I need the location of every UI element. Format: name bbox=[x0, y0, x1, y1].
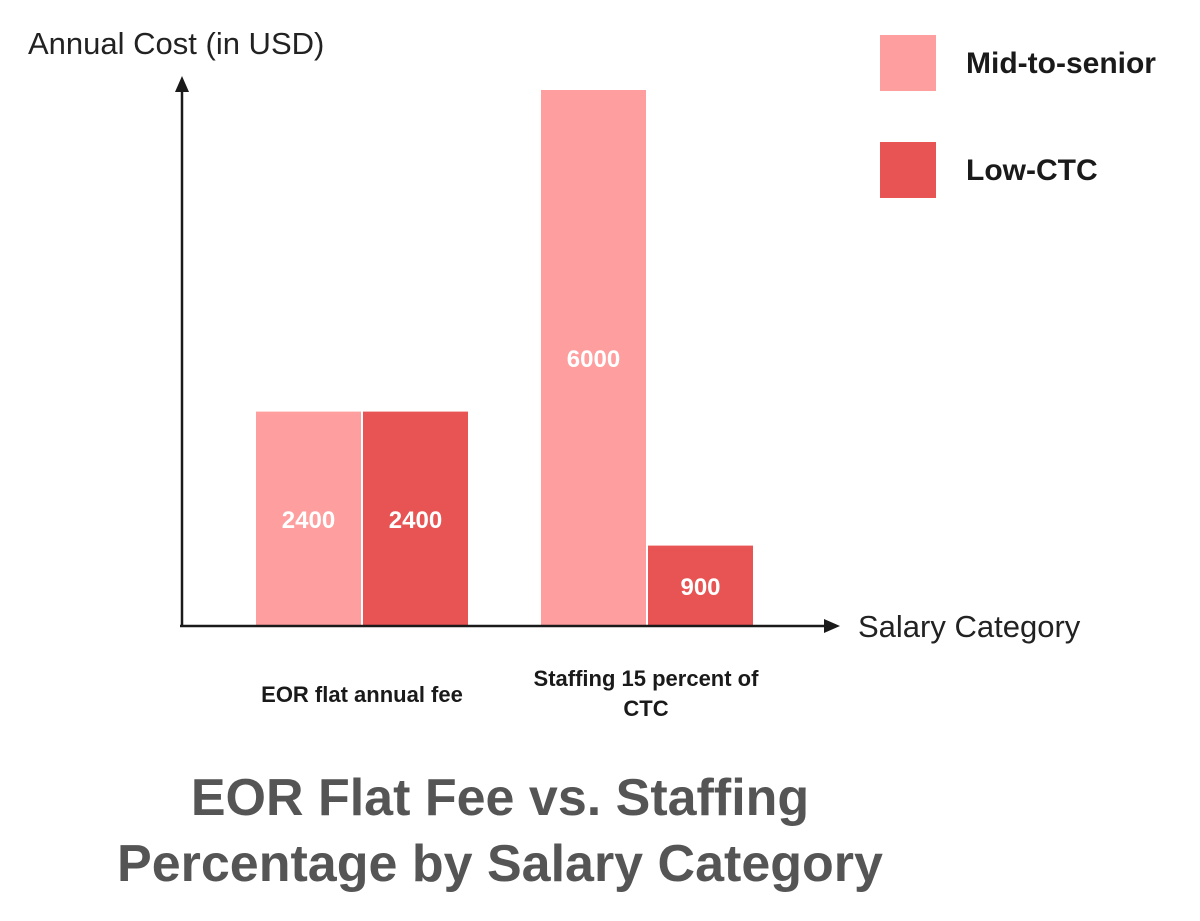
bar-mid-to-senior-0 bbox=[256, 411, 361, 626]
category-label-line: Staffing 15 percent of bbox=[533, 666, 759, 691]
bar-low-ctc-0 bbox=[363, 411, 468, 626]
category-label-eor: EOR flat annual fee bbox=[202, 680, 522, 710]
data-label-low-ctc-0: 2400 bbox=[389, 507, 442, 534]
bar-low-ctc-1 bbox=[648, 545, 753, 626]
category-label-line: CTC bbox=[623, 696, 669, 721]
data-labels-layer: 2400 2400 6000 900 bbox=[282, 346, 721, 601]
x-axis-label: Salary Category bbox=[858, 609, 1081, 644]
data-label-mid-to-senior-1: 6000 bbox=[567, 346, 620, 373]
legend-label-low-ctc: Low-CTC bbox=[966, 154, 1098, 187]
data-label-mid-to-senior-0: 2400 bbox=[282, 507, 335, 534]
bars-layer bbox=[256, 90, 753, 626]
bar-mid-to-senior-1 bbox=[541, 90, 646, 626]
chart-title-line-2: Percentage by Salary Category bbox=[117, 835, 883, 893]
legend-label-mid-to-senior: Mid-to-senior bbox=[966, 47, 1156, 80]
category-label-line: EOR flat annual fee bbox=[261, 682, 463, 707]
x-axis-arrow-icon bbox=[824, 619, 840, 633]
legend-swatch-mid-to-senior bbox=[880, 35, 936, 91]
y-axis-label: Annual Cost (in USD) bbox=[28, 26, 325, 61]
data-label-low-ctc-1: 900 bbox=[680, 574, 720, 601]
category-label-staffing: Staffing 15 percent of CTC bbox=[486, 664, 806, 724]
chart-title-line-1: EOR Flat Fee vs. Staffing bbox=[190, 769, 810, 827]
y-axis-arrow-icon bbox=[175, 76, 189, 92]
legend-swatch-low-ctc bbox=[880, 142, 936, 198]
